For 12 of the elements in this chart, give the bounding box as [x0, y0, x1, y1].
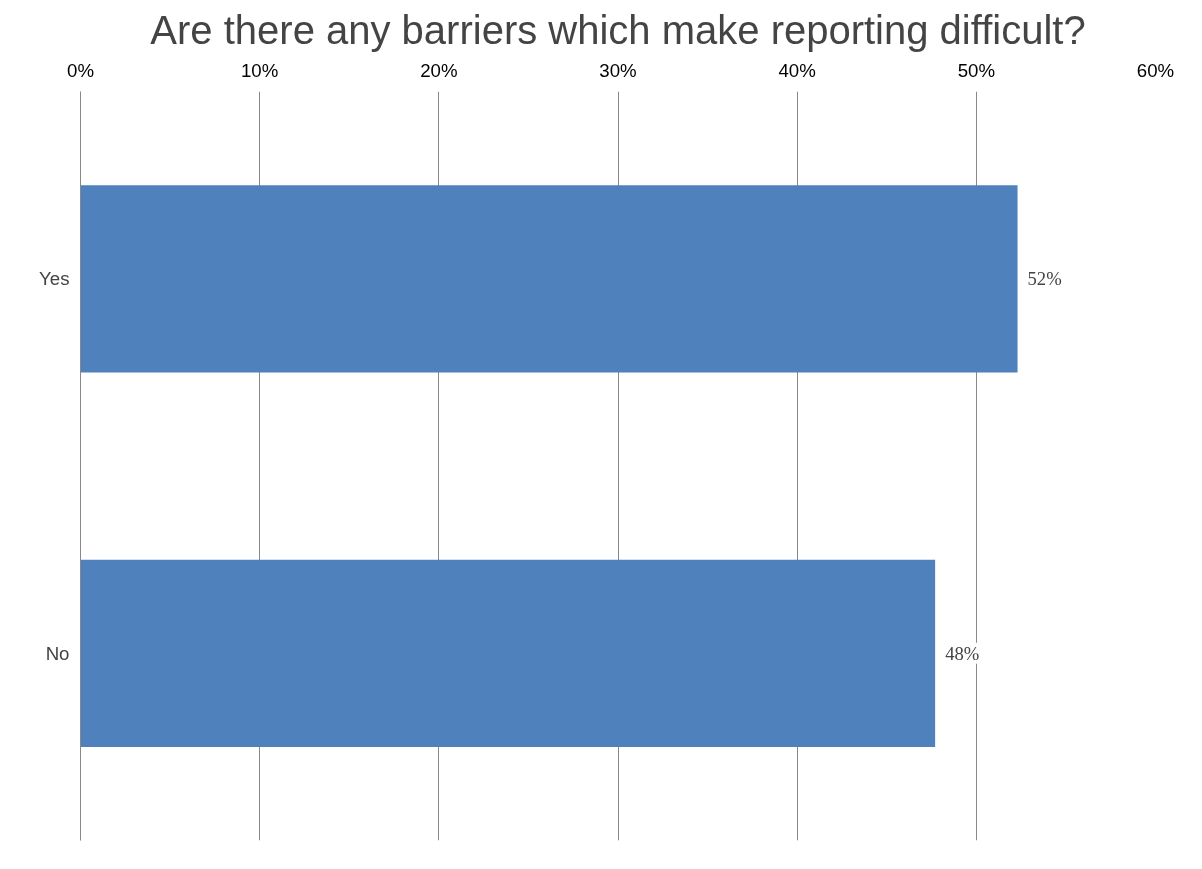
chart-title: Are there any barriers which make reporting difficult?	[150, 7, 1086, 52]
y-tick-label: Yes	[39, 268, 70, 290]
x-tick-label: 10%	[241, 59, 279, 81]
y-tick-label: No	[45, 642, 70, 664]
x-tick-label: 50%	[957, 59, 996, 81]
x-tick-label: 40%	[778, 59, 816, 81]
x-tick-label: 60%	[1136, 59, 1175, 81]
data-label: 48%	[945, 642, 980, 664]
x-tick-label: 30%	[599, 59, 637, 81]
data-label: 52%	[1027, 268, 1062, 290]
x-tick-label: 20%	[420, 59, 458, 81]
x-tick-label: 0%	[67, 59, 94, 81]
